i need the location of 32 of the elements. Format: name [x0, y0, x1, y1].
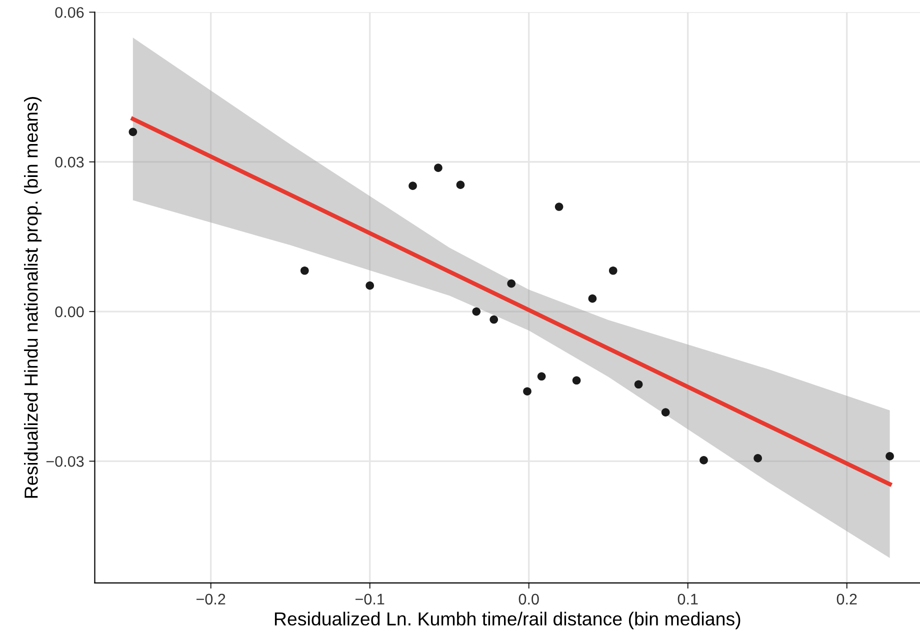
- point: [700, 456, 708, 464]
- line-series: [130, 116, 892, 486]
- x-tick-label: −0.2: [196, 594, 226, 605]
- y-axis-title: Residualized Hindu nationalist prop. (bin means): [24, 97, 42, 498]
- point: [661, 408, 670, 416]
- y-tick-label: 0.00: [55, 306, 84, 318]
- point: [434, 164, 442, 172]
- point: [537, 372, 546, 381]
- y-tick-label: 0.06: [55, 7, 84, 18]
- point: [456, 180, 465, 189]
- point: [608, 266, 618, 275]
- x-tick-label: −0.1: [356, 594, 384, 605]
- point: [490, 315, 498, 324]
- y-tick-label: 0.03: [55, 156, 84, 168]
- point: [523, 387, 532, 396]
- point: [507, 279, 516, 288]
- x-tick-label: 0.1: [678, 594, 698, 605]
- point: [554, 202, 564, 211]
- y-tick-label: −0.03: [46, 456, 84, 467]
- x-tick-label: 0.2: [836, 594, 857, 605]
- point: [128, 128, 138, 136]
- x-tick-label: 0.0: [518, 594, 539, 605]
- point: [588, 294, 597, 303]
- point: [754, 454, 762, 462]
- point: [300, 266, 309, 275]
- point: [634, 380, 643, 389]
- point: [408, 182, 417, 190]
- point: [572, 376, 581, 385]
- point: [886, 452, 894, 460]
- x-axis-title: Residualized Ln. Kumbh time/rail distance (bin medians): [274, 612, 740, 630]
- point: [366, 281, 374, 290]
- point: [472, 307, 481, 316]
